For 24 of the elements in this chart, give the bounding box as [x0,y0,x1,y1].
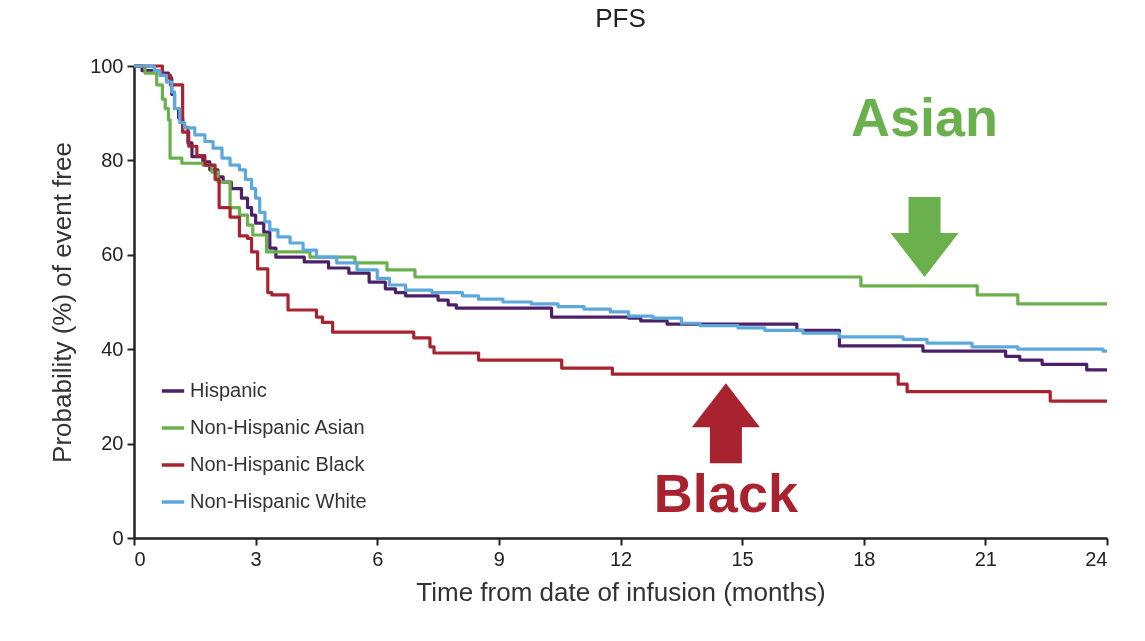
x-tick-label: 6 [372,547,384,570]
x-tick-label: 24 [1085,547,1108,570]
chart-title: PFS [595,3,646,33]
legend-label: Non-Hispanic Asian [190,416,365,438]
annotation: Black [653,463,799,524]
legend-label: Non-Hispanic Black [190,453,366,475]
x-tick-label: 12 [609,547,633,570]
legend-label: Hispanic [190,379,267,401]
y-tick-label: 20 [101,432,124,455]
x-tick-label: 18 [853,547,876,570]
x-tick-label: 15 [731,547,754,570]
x-tick-label: 21 [974,547,997,570]
y-axis-title: Probability (%) of event free [47,142,78,463]
annotation: Asian [851,86,999,147]
x-tick-label: 9 [493,547,505,570]
x-tick-label: 3 [250,547,262,570]
legend-label: Non-Hispanic White [190,490,367,512]
y-tick-label: 80 [101,148,124,171]
x-axis-title: Time from date of infusion (months) [416,576,826,607]
y-tick-label: 60 [101,243,124,266]
x-tick-label: 0 [134,547,146,570]
y-tick-label: 0 [112,526,124,549]
y-tick-label: 100 [90,54,124,77]
y-tick-label: 40 [101,337,124,360]
